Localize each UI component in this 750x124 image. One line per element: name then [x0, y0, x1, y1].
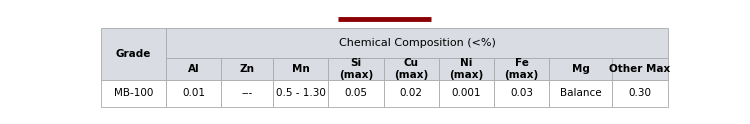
Text: MB-100: MB-100 [114, 88, 153, 98]
Bar [166, 80, 221, 107]
Bar [273, 58, 328, 80]
Bar [612, 80, 668, 107]
Bar [494, 80, 549, 107]
Text: Zn: Zn [240, 64, 255, 74]
Text: Chemical Composition (<%): Chemical Composition (<%) [338, 38, 496, 48]
Bar [328, 58, 383, 80]
Text: 0.05: 0.05 [344, 88, 368, 98]
Bar [273, 80, 328, 107]
Bar [166, 28, 668, 58]
Text: ---: --- [242, 88, 253, 98]
Bar [100, 80, 166, 107]
Text: 0.5 - 1.30: 0.5 - 1.30 [276, 88, 326, 98]
Text: Mn: Mn [292, 64, 310, 74]
Text: Mg: Mg [572, 64, 590, 74]
Bar [549, 58, 612, 80]
Bar [439, 80, 494, 107]
Bar [612, 58, 668, 80]
Text: 0.01: 0.01 [182, 88, 205, 98]
Bar [549, 80, 612, 107]
Bar [328, 80, 383, 107]
Text: Balance: Balance [560, 88, 602, 98]
Text: Cu
(max): Cu (max) [394, 58, 428, 80]
Text: Fe
(max): Fe (max) [505, 58, 538, 80]
Bar [439, 58, 494, 80]
Text: 0.30: 0.30 [628, 88, 651, 98]
Bar [221, 80, 273, 107]
Bar [383, 58, 439, 80]
Bar [383, 80, 439, 107]
Text: Si
(max): Si (max) [339, 58, 373, 80]
Text: 0.001: 0.001 [452, 88, 481, 98]
Bar [221, 58, 273, 80]
Text: 0.02: 0.02 [400, 88, 423, 98]
Bar [166, 58, 221, 80]
Text: Other Max: Other Max [609, 64, 670, 74]
Text: 0.03: 0.03 [510, 88, 533, 98]
Text: Al: Al [188, 64, 200, 74]
Text: Ni
(max): Ni (max) [449, 58, 484, 80]
Text: Grade: Grade [116, 49, 151, 59]
Bar [100, 28, 166, 80]
Bar [494, 58, 549, 80]
